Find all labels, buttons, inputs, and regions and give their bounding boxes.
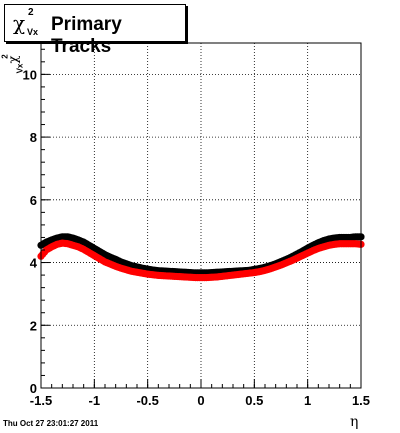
chart-title-box: χ 2 Vx Primary Tracks <box>4 4 186 57</box>
series-1 <box>37 239 365 282</box>
footer-timestamp: Thu Oct 27 23:01:27 2011 <box>3 419 99 428</box>
y-tick-label: 0 <box>30 381 37 396</box>
chart-title: Primary Tracks <box>51 14 122 57</box>
y-axis-label-superscript: 2 <box>0 54 10 59</box>
axis-ticks <box>40 48 362 389</box>
axis-tick-labels: -1.5 -1 -0.5 0 0.5 1 1.5 0 2 4 6 8 10 <box>23 67 371 408</box>
y-tick-label: 4 <box>30 256 38 271</box>
x-axis-label: η <box>350 414 359 430</box>
x-tick-label: 1.5 <box>352 393 370 408</box>
series-layer <box>37 233 365 282</box>
x-tick-label: 0.5 <box>245 393 263 408</box>
x-tick-label: 0 <box>197 393 204 408</box>
y-axis-label: χ 2 Vx <box>1 44 31 74</box>
x-tick-label: -1.5 <box>30 393 52 408</box>
x-tick-label: -0.5 <box>136 393 158 408</box>
title-superscript: 2 <box>28 7 34 18</box>
x-tick-label: 1 <box>304 393 311 408</box>
y-tick-label: 6 <box>30 193 37 208</box>
title-symbol: χ <box>13 11 26 35</box>
y-axis-label-subscript: Vx <box>15 63 25 74</box>
y-tick-label: 10 <box>23 67 37 82</box>
y-tick-label: 8 <box>30 130 37 145</box>
y-tick-label: 2 <box>30 318 37 333</box>
grid-lines <box>41 43 361 388</box>
title-subscript: Vx <box>27 27 39 37</box>
x-tick-label: -1 <box>89 393 101 408</box>
